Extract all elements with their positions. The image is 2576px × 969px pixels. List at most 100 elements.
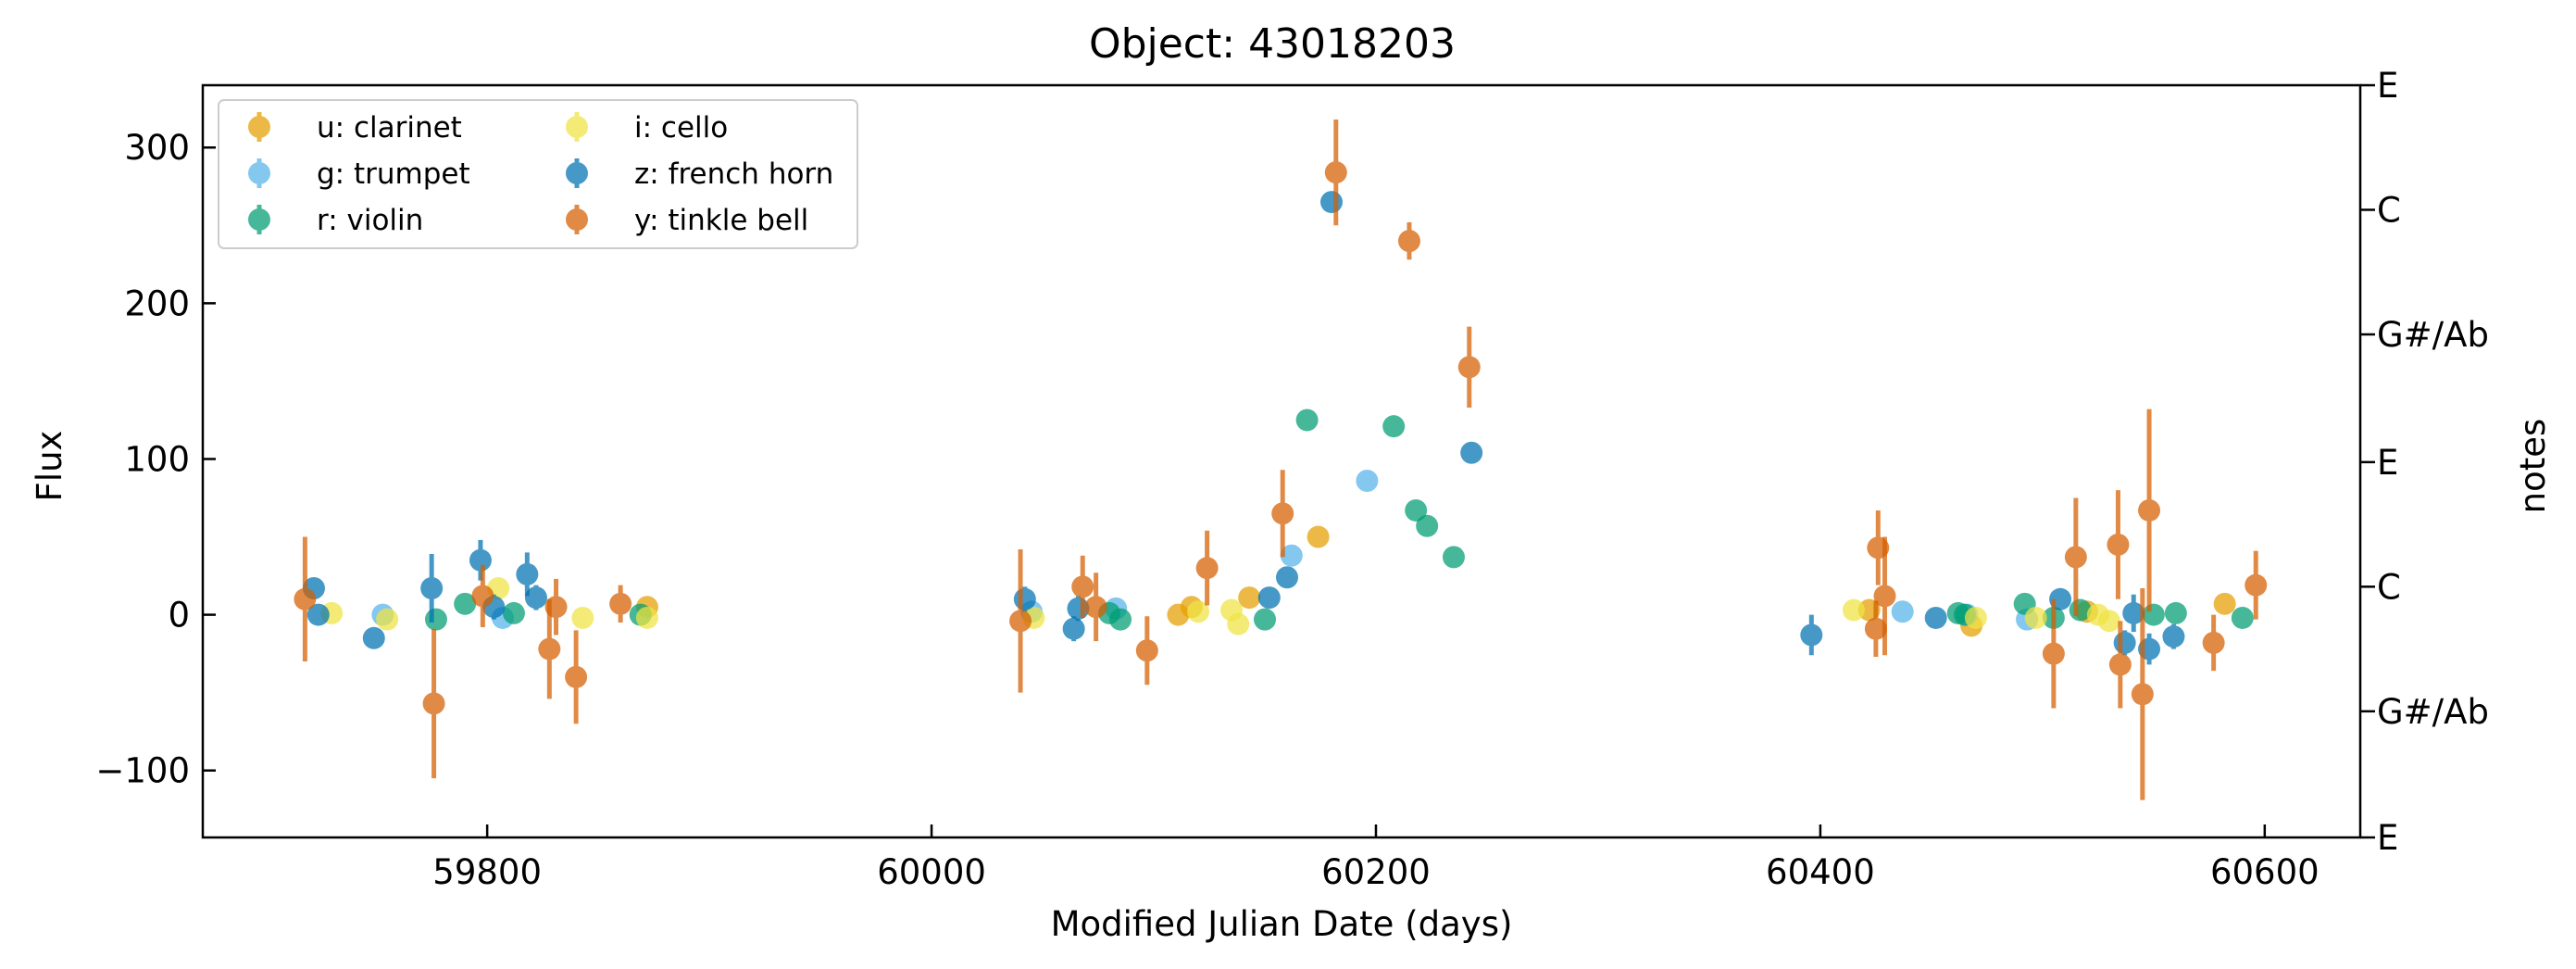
data-marker — [516, 562, 539, 585]
legend-label: u: clarinet — [317, 111, 462, 145]
data-point — [1275, 566, 1298, 589]
x-tick-label: 60400 — [1766, 852, 1875, 892]
data-marker — [2122, 601, 2145, 624]
secondary-y-axis-ticks: E C G#/Ab E C G#/Ab E — [2360, 66, 2489, 858]
data-point — [294, 536, 317, 662]
data-point — [1457, 326, 1481, 408]
data-marker — [609, 592, 632, 615]
data-marker — [2108, 653, 2132, 676]
data-point — [1280, 544, 1303, 567]
x-tick-label: 60200 — [1321, 852, 1431, 892]
data-marker — [1924, 606, 1947, 629]
data-marker — [1257, 586, 1281, 610]
data-point — [502, 601, 525, 624]
data-marker — [1405, 498, 1428, 522]
data-point — [362, 626, 385, 649]
data-marker — [1382, 415, 1406, 438]
secondary-y-tick-label: C — [2377, 567, 2401, 607]
data-marker — [1416, 514, 1439, 537]
legend: u: clarinet g: trumpet r: violin i: cello z:… — [218, 99, 858, 249]
data-marker — [2162, 625, 2185, 648]
data-point — [1460, 441, 1483, 464]
data-point — [565, 630, 588, 724]
data-marker — [306, 603, 330, 626]
data-marker — [1135, 639, 1158, 662]
y-tick-label: −100 — [95, 751, 190, 791]
data-point — [2164, 601, 2187, 624]
legend-swatch — [566, 112, 588, 142]
data-point — [2131, 588, 2154, 800]
data-point — [2213, 592, 2236, 615]
data-marker — [294, 587, 317, 610]
data-point — [1257, 586, 1281, 610]
legend-label: g: trumpet — [317, 157, 470, 191]
legend-entry: u: clarinet — [248, 111, 462, 145]
data-point — [1187, 600, 1210, 623]
data-point — [306, 603, 330, 626]
data-marker — [2138, 498, 2161, 522]
data-point — [1382, 415, 1406, 438]
data-marker — [1356, 470, 1379, 493]
data-marker — [1271, 502, 1294, 525]
data-marker — [1842, 598, 1865, 622]
data-marker — [2064, 546, 2087, 569]
data-point — [1864, 600, 1887, 657]
secondary-y-tick-label: G#/Ab — [2377, 315, 2489, 355]
series-y — [294, 119, 2268, 800]
data-marker — [544, 596, 568, 619]
secondary-y-tick-label: E — [2377, 66, 2398, 106]
data-point — [376, 608, 399, 631]
data-marker — [1009, 610, 1032, 633]
data-point — [1397, 221, 1420, 260]
data-marker — [1187, 600, 1210, 623]
legend-swatch — [248, 205, 270, 234]
data-marker — [1071, 575, 1094, 598]
series-i — [320, 577, 2120, 636]
legend-swatch — [248, 158, 270, 188]
data-point — [524, 585, 547, 610]
x-tick-label: 59800 — [432, 852, 542, 892]
y-tick-label: 100 — [124, 439, 190, 479]
data-marker — [2213, 592, 2236, 615]
secondary-y-tick-label: C — [2377, 190, 2401, 230]
data-marker — [1238, 586, 1261, 610]
legend-entry: i: cello — [566, 111, 728, 145]
data-marker — [2202, 631, 2225, 654]
legend-box — [218, 99, 858, 249]
y-axis-label: Flux — [30, 431, 69, 502]
data-marker — [1227, 612, 1250, 636]
data-marker — [1964, 606, 1987, 629]
legend-entry: z: french horn — [566, 157, 833, 191]
data-point — [2113, 630, 2136, 656]
data-point — [1109, 608, 1132, 631]
data-point — [1195, 530, 1219, 606]
data-marker — [1800, 623, 1823, 647]
plot-frame — [201, 83, 2362, 839]
data-marker — [538, 637, 561, 661]
data-point — [1964, 606, 1987, 629]
data-point — [1416, 514, 1439, 537]
series-r — [424, 409, 2254, 631]
data-point — [1324, 119, 1347, 226]
data-point — [1009, 548, 1032, 693]
data-point — [635, 606, 658, 629]
secondary-y-axis-label: notes — [2513, 419, 2553, 514]
series-u — [635, 525, 2236, 637]
data-point — [544, 578, 568, 636]
y-tick-label: 300 — [124, 128, 190, 168]
data-point — [1135, 616, 1158, 686]
data-point — [2064, 497, 2087, 617]
data-marker — [1062, 617, 1085, 640]
data-point — [422, 628, 445, 779]
data-point — [454, 592, 477, 615]
data-marker — [362, 626, 385, 649]
data-marker — [524, 586, 547, 610]
data-point — [1356, 470, 1379, 493]
data-point — [1307, 525, 1330, 548]
data-point — [1319, 191, 1343, 214]
data-point — [2245, 550, 2268, 620]
data-point — [1873, 536, 1896, 656]
data-point — [1405, 498, 1428, 522]
data-point — [471, 564, 494, 628]
data-point — [609, 585, 632, 623]
